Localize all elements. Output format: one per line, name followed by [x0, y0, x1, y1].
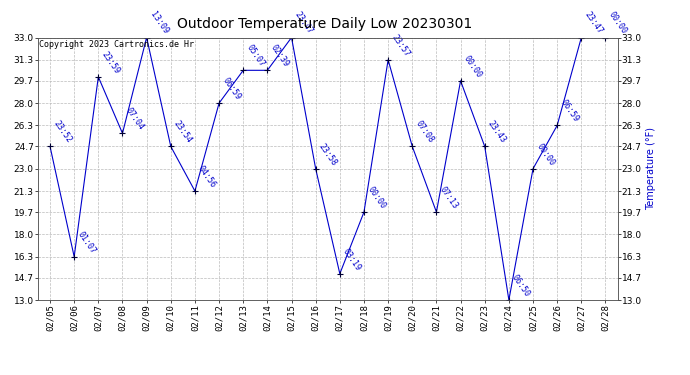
- Text: 23:47: 23:47: [293, 10, 315, 36]
- Text: 13:09: 13:09: [148, 10, 170, 36]
- Text: 23:43: 23:43: [486, 119, 508, 145]
- Text: 05:07: 05:07: [245, 43, 266, 69]
- Text: 23:57: 23:57: [390, 33, 411, 58]
- Text: 02:39: 02:39: [269, 43, 290, 69]
- Text: Copyright 2023 Cartronics.de Hr: Copyright 2023 Cartronics.de Hr: [39, 40, 193, 49]
- Text: 23:54: 23:54: [172, 119, 194, 145]
- Text: 00:00: 00:00: [607, 10, 629, 36]
- Text: 06:59: 06:59: [559, 98, 580, 124]
- Text: 07:08: 07:08: [414, 119, 435, 145]
- Text: 00:00: 00:00: [366, 185, 387, 211]
- Text: Outdoor Temperature Daily Low 20230301: Outdoor Temperature Daily Low 20230301: [177, 17, 472, 31]
- Text: 06:59: 06:59: [221, 76, 242, 102]
- Text: 23:58: 23:58: [317, 142, 339, 167]
- Text: 01:07: 01:07: [76, 230, 97, 255]
- Text: 00:00: 00:00: [462, 54, 484, 80]
- Text: 04:56: 04:56: [197, 164, 218, 190]
- Text: 23:52: 23:52: [52, 119, 73, 145]
- Text: 07:04: 07:04: [124, 106, 146, 132]
- Text: 23:59: 23:59: [100, 50, 121, 75]
- Text: 23:47: 23:47: [583, 10, 604, 36]
- Text: 07:13: 07:13: [438, 185, 460, 211]
- Text: 03:19: 03:19: [342, 247, 363, 272]
- Text: 06:50: 06:50: [511, 273, 532, 298]
- Text: 00:00: 00:00: [535, 142, 556, 167]
- Y-axis label: Temperature (°F): Temperature (°F): [646, 127, 656, 210]
